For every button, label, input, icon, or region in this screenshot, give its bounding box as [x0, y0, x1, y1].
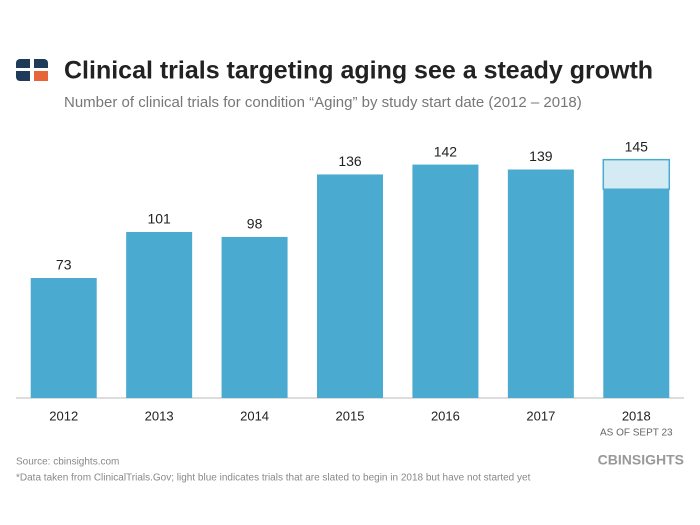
bar-segment	[30, 278, 97, 398]
bar-segment	[602, 158, 671, 190]
chart-subtitle: Number of clinical trials for condition …	[64, 94, 582, 111]
total-label: 145	[625, 138, 649, 154]
x-tick-note: AS OF SEPT 23	[600, 428, 673, 439]
value-label: 101	[147, 211, 171, 227]
x-tick-label: 2015	[336, 408, 365, 423]
value-label: 98	[247, 216, 263, 232]
bar-segment	[603, 189, 670, 398]
value-label: 142	[434, 143, 458, 159]
x-tick-label: 2014	[240, 408, 269, 423]
value-label: 136	[338, 153, 362, 169]
footnote: *Data taken from ClinicalTrials.Gov; lig…	[16, 473, 531, 484]
bar-segment	[507, 169, 574, 398]
x-tick-label: 2012	[49, 408, 78, 423]
logo	[16, 59, 48, 81]
x-tick-label: 2013	[145, 408, 174, 423]
bar-segment	[412, 164, 479, 398]
bar-segment	[221, 236, 288, 398]
value-label: 139	[529, 148, 553, 164]
x-tick-label: 2017	[526, 408, 555, 423]
x-tick-label: 2018	[622, 408, 651, 423]
bar-segment	[317, 174, 383, 398]
value-label: 73	[56, 257, 72, 273]
chart-title: Clinical trials targeting aging see a st…	[64, 57, 653, 85]
x-tick-label: 2016	[431, 408, 460, 423]
bar-segment	[126, 231, 193, 398]
brand: CBINSIGHTS	[598, 452, 684, 468]
source: Source: cbinsights.com	[16, 457, 119, 468]
